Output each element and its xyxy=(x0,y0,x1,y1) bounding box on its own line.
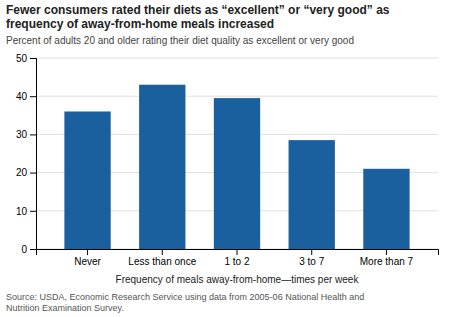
tick: 20 xyxy=(16,167,36,178)
tick: 10 xyxy=(16,206,36,217)
bar xyxy=(289,140,335,249)
subtitle: Percent of adults 20 and older rating th… xyxy=(6,35,354,46)
tick-mark xyxy=(30,134,36,135)
chart: Fewer consumers rated their diets as “ex… xyxy=(0,0,450,317)
tick-label: Never xyxy=(74,256,101,267)
tick-label: 30 xyxy=(16,129,28,140)
x-axis: Never Less than once 1 to 2 3 to 7 More than… xyxy=(37,249,439,267)
grid-line xyxy=(36,58,438,59)
tick: 0 xyxy=(21,244,36,255)
tick: 3 to 7 xyxy=(299,249,324,267)
tick: 50 xyxy=(16,53,36,64)
tick: 40 xyxy=(16,91,36,102)
tick-mark xyxy=(30,211,36,212)
tick-mark xyxy=(30,96,36,97)
tick-mark xyxy=(87,249,88,255)
tick: 30 xyxy=(16,129,36,140)
y-axis: 0 10 20 30 40 50 xyxy=(16,53,37,255)
tick-mark xyxy=(30,249,36,250)
tick-label: 0 xyxy=(21,244,27,255)
tick-label: 50 xyxy=(16,53,28,64)
bar xyxy=(139,85,185,249)
bar xyxy=(363,169,409,249)
tick-mark xyxy=(162,249,163,255)
tick-mark xyxy=(30,58,36,59)
title: Fewer consumers rated their diets as “ex… xyxy=(6,3,390,17)
tick-label: Less than once xyxy=(128,256,196,267)
tick-mark xyxy=(30,173,36,174)
tick-mark xyxy=(237,249,238,255)
tick: More than 7 xyxy=(360,249,414,267)
grid-line xyxy=(36,96,438,97)
source: Nutrition Examination Survey. xyxy=(6,303,124,313)
tick: Never xyxy=(74,249,101,267)
tick-label: 3 to 7 xyxy=(299,256,324,267)
title: frequency of away-from-home meals increa… xyxy=(6,17,274,31)
tick-label: More than 7 xyxy=(360,256,414,267)
bars xyxy=(64,85,409,249)
tick-mark xyxy=(386,249,387,255)
axis-line xyxy=(37,250,439,256)
bar xyxy=(214,98,260,249)
plot: 0 10 20 30 40 50 Never Less than once 1 to 2 3 to… xyxy=(16,53,439,267)
bar xyxy=(64,111,110,249)
grid xyxy=(36,58,438,249)
source: Source: USDA, Economic Research Service … xyxy=(6,292,364,302)
tick-mark xyxy=(311,249,312,255)
tick: 1 to 2 xyxy=(224,249,249,267)
tick-label: 20 xyxy=(16,167,28,178)
axis-line xyxy=(30,59,37,250)
tick: Less than once xyxy=(128,249,196,267)
tick-label: 40 xyxy=(16,91,28,102)
tick-label: 1 to 2 xyxy=(224,256,249,267)
x-axis-label: Frequency of meals away-from-home—times … xyxy=(116,274,360,285)
tick-label: 10 xyxy=(16,206,28,217)
